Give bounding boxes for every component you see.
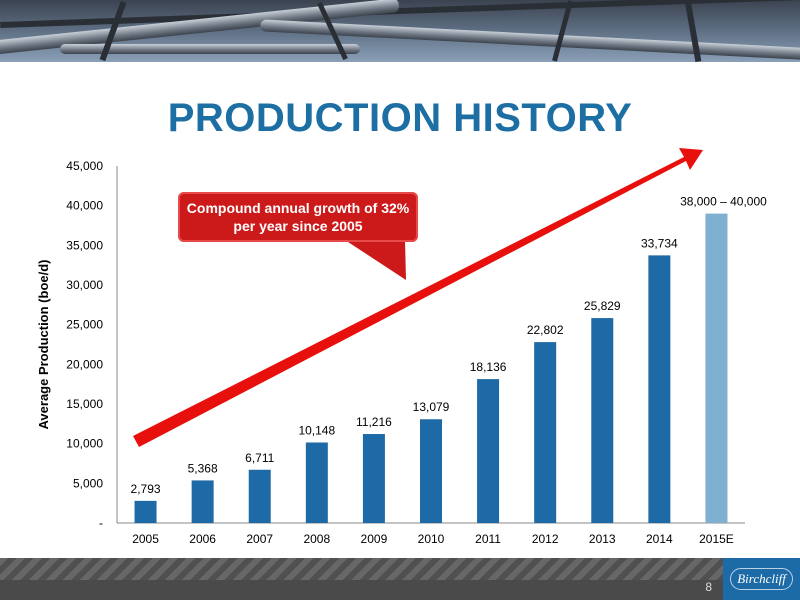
bar-2005: [134, 500, 157, 523]
data-label-2009: 11,216: [356, 415, 392, 429]
x-tick-label: 2006: [189, 532, 216, 546]
company-logo: Birchcliff: [723, 558, 800, 600]
bar-2009: [362, 434, 385, 523]
footer-strip: [0, 580, 800, 600]
y-tick-label: 35,000: [66, 238, 103, 252]
y-tick-label: 45,000: [66, 159, 103, 173]
y-tick-label: 25,000: [66, 318, 103, 332]
x-tick-label: 2009: [361, 532, 388, 546]
x-tick-label: 2010: [418, 532, 445, 546]
y-axis-label: Average Production (boe/d): [36, 260, 51, 430]
data-label-2015E: 38,000 – 40,000: [680, 195, 767, 209]
y-tick-label: 20,000: [66, 357, 103, 371]
bar-2011: [477, 379, 500, 523]
x-tick-label: 2005: [132, 532, 159, 546]
growth-callout: Compound annual growth of 32% per year s…: [178, 192, 418, 242]
y-tick-label: 15,000: [66, 397, 103, 411]
bar-2013: [591, 318, 614, 523]
data-label-2010: 13,079: [413, 400, 450, 414]
data-label-2012: 22,802: [527, 323, 564, 337]
x-tick-label: 2014: [646, 532, 673, 546]
y-tick-label: 30,000: [66, 278, 103, 292]
callout-pointer: [345, 240, 406, 280]
x-tick-label: 2007: [246, 532, 273, 546]
bar-2010: [420, 419, 442, 523]
data-label-2013: 25,829: [584, 299, 621, 313]
bar-2012: [534, 342, 557, 523]
x-tick-label: 2013: [589, 532, 616, 546]
bar-2014: [648, 255, 671, 523]
data-label-2005: 2,793: [131, 482, 161, 496]
y-tick-label: 5,000: [73, 476, 103, 490]
page-number: 8: [705, 580, 712, 594]
data-label-2008: 10,148: [298, 423, 335, 437]
y-tick-label: -: [99, 516, 103, 530]
x-tick-label: 2015E: [699, 532, 734, 546]
footer-texture: [0, 558, 800, 580]
data-label-2007: 6,711: [245, 451, 274, 465]
x-tick-label: 2012: [532, 532, 559, 546]
bar-2008: [305, 442, 328, 523]
logo-text: Birchcliff: [730, 568, 793, 590]
page-title: PRODUCTION HISTORY: [167, 96, 633, 140]
data-label-2006: 5,368: [188, 461, 218, 475]
bar-2006: [191, 480, 214, 523]
y-tick-label: 10,000: [66, 437, 103, 451]
bar-2007: [248, 469, 271, 523]
header-banner-image: [0, 0, 800, 62]
data-label-2014: 33,734: [641, 236, 678, 250]
x-tick-label: 2008: [303, 532, 330, 546]
x-tick-label: 2011: [475, 532, 501, 546]
footer-bar: [0, 558, 800, 600]
data-label-2011: 18,136: [470, 360, 507, 374]
y-tick-label: 40,000: [66, 199, 103, 213]
growth-arrow: [133, 148, 703, 447]
bar-2015E: [705, 213, 728, 523]
